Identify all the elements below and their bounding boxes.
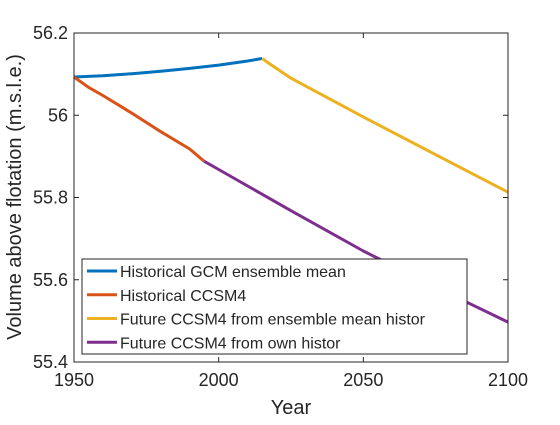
legend-box [81,258,468,355]
x-tick-label: 1950 [54,370,94,390]
tick-labels-layer: 1950 2000 2050 2100 55.4 55.6 55.8 56 56.2 [33,23,528,390]
series-line [73,75,206,163]
legend-label: Historical GCM ensemble mean [120,264,346,281]
x-tick-label: 2050 [343,370,383,390]
series-layer [73,57,509,324]
series-line [261,57,509,194]
y-tick-label: 56 [48,105,68,125]
x-tick-label: 2000 [199,370,239,390]
y-tick-label: 56.2 [33,23,68,43]
legend: Historical GCM ensemble mean Historical C… [81,258,468,355]
x-axis-label: Year [271,397,312,419]
x-tick-label: 2100 [488,370,528,390]
legend-label: Future CCSM4 from own histor [120,335,341,352]
y-tick-label: 55.4 [33,352,68,372]
legend-label: Historical CCSM4 [120,288,246,305]
y-axis-label: Volume above flotation (m.s.l.e.) [4,54,26,340]
series-line [73,57,263,79]
axes-box [73,32,509,363]
y-tick-label: 55.8 [33,188,68,208]
y-tick-label: 55.6 [33,270,68,290]
legend-label: Future CCSM4 from ensemble mean histor [120,312,426,329]
